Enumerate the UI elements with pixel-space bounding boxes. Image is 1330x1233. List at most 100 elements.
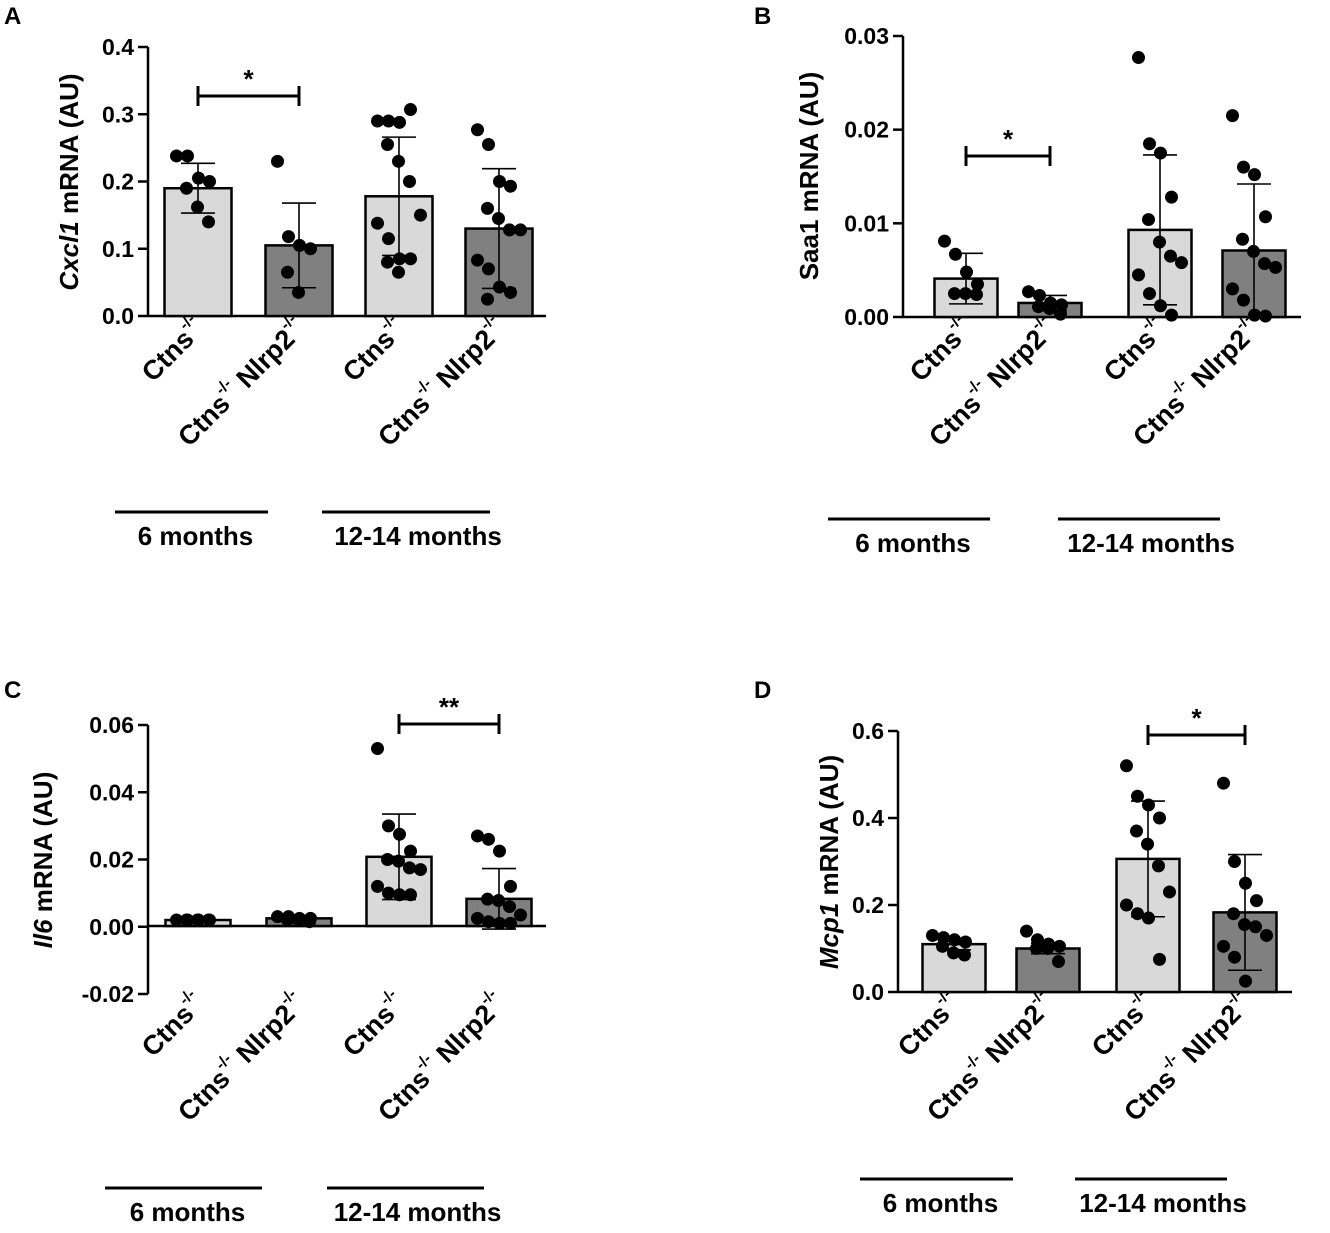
x-tick-label-name2: Nlrp2 [225, 999, 300, 1074]
data-point [1132, 268, 1145, 282]
data-point [481, 201, 494, 215]
data-point [1130, 824, 1143, 838]
data-point [493, 280, 506, 294]
data-point [202, 215, 215, 229]
x-tick-label-name2: Nlrp2 [976, 324, 1051, 399]
data-point [959, 935, 972, 949]
data-point [493, 844, 506, 858]
y-tick-label: 0.06 [89, 712, 134, 738]
y-tick-label: 0.1 [102, 236, 134, 262]
data-point [392, 154, 405, 168]
data-point [481, 892, 494, 906]
y-tick-label: 0.04 [89, 779, 134, 805]
data-point [1259, 210, 1272, 224]
data-point [371, 114, 384, 128]
data-point [404, 252, 417, 266]
y-tick-label: 0.02 [89, 847, 134, 873]
y-tick-label: 0.00 [89, 914, 134, 940]
data-point [292, 285, 305, 299]
x-tick-label: Ctns-/- [134, 986, 210, 1062]
x-tick-label: Ctns-/- [890, 986, 966, 1062]
x-tick-label-name2: Nlrp2 [425, 999, 500, 1074]
x-tick-label-name2: Nlrp2 [1171, 999, 1246, 1074]
data-point [382, 819, 395, 833]
x-tick-label-name: Ctns [372, 1064, 436, 1128]
data-point [371, 879, 384, 893]
data-point [1054, 307, 1067, 321]
data-point [1217, 939, 1230, 953]
data-point [948, 287, 961, 301]
data-point [1163, 885, 1176, 899]
data-point [504, 879, 517, 893]
data-point [1153, 235, 1166, 249]
data-point [1165, 190, 1178, 204]
y-axis-label-unit: mRNA (AU) [54, 73, 84, 221]
data-point [1239, 974, 1252, 988]
data-point [960, 265, 973, 279]
data-point [514, 908, 527, 922]
x-tick-label-name: Ctns [892, 999, 956, 1063]
data-point [471, 911, 484, 925]
data-point [382, 232, 395, 246]
data-point [393, 827, 406, 841]
data-point [1041, 942, 1054, 955]
x-tick-label-name: Ctns [921, 1064, 985, 1128]
data-point [514, 223, 527, 237]
data-point [1154, 146, 1167, 160]
group-label: 6 months [130, 1197, 246, 1227]
x-tick-label: Ctns-/- Nlrp2-/- [370, 311, 511, 452]
x-tick-label-name2: Nlrp2 [974, 999, 1049, 1074]
x-tick-label-name: Ctns [1086, 999, 1150, 1063]
data-point [1249, 920, 1262, 934]
y-axis-label-unit: mRNA (AU) [794, 72, 824, 220]
data-point [503, 223, 516, 237]
data-point [1237, 160, 1250, 174]
data-point [1250, 894, 1263, 908]
y-axis-label-gene: Il6 [28, 919, 58, 948]
data-point [414, 208, 427, 222]
x-tick-label-name: Ctns [337, 999, 401, 1063]
data-point [371, 216, 384, 230]
data-point [949, 247, 962, 261]
panel-a: A 0.0 0.1 0.2 0.3 0.4 Cxcl1 mRNA (AU) * Ctns-/-… [4, 3, 546, 551]
group-label: 12-14 months [1067, 528, 1235, 558]
data-point [304, 242, 317, 256]
y-tick-label: 0.2 [102, 169, 134, 195]
x-tick-label: Ctns-/- [1084, 986, 1160, 1062]
data-point [1020, 924, 1033, 938]
x-tick-label: Ctns-/- Nlrp2-/- [170, 986, 311, 1127]
y-tick-label: -0.02 [82, 981, 134, 1007]
group-label: 12-14 months [334, 521, 502, 551]
data-point [1228, 950, 1241, 964]
data-point [1227, 907, 1240, 921]
data-point [1228, 855, 1241, 868]
data-point [1052, 955, 1065, 969]
data-point [281, 913, 294, 927]
data-point [1143, 287, 1156, 301]
y-tick-label: 0.00 [844, 304, 889, 330]
y-tick-label: 0.0 [102, 303, 134, 329]
data-point [293, 238, 306, 252]
x-tick-label-name: Ctns [136, 324, 200, 388]
x-tick-label: Ctns-/- [335, 986, 411, 1062]
data-point [381, 853, 394, 866]
y-tick-label: 0.02 [844, 117, 889, 143]
data-point [492, 894, 505, 908]
data-point [180, 913, 193, 927]
data-point [481, 292, 494, 306]
data-point [1153, 811, 1166, 825]
data-point [403, 861, 416, 875]
data-point [958, 948, 971, 962]
data-point [938, 234, 951, 248]
x-tick-label: Ctns-/- [335, 311, 411, 387]
panel-b: B 0.00 0.01 0.02 0.03 Saa1 mRNA (AU) * Ctns-/-… [754, 3, 1301, 558]
significance-label: * [243, 64, 254, 94]
data-point [1175, 256, 1188, 270]
data-point [1236, 232, 1249, 246]
x-tick-label: Ctns-/- Nlrp2-/- [170, 311, 311, 452]
data-point [191, 913, 204, 927]
data-point [393, 115, 406, 129]
data-point [404, 888, 417, 902]
x-tick-label-name2: Nlrp2 [225, 324, 300, 399]
data-point [482, 262, 495, 276]
